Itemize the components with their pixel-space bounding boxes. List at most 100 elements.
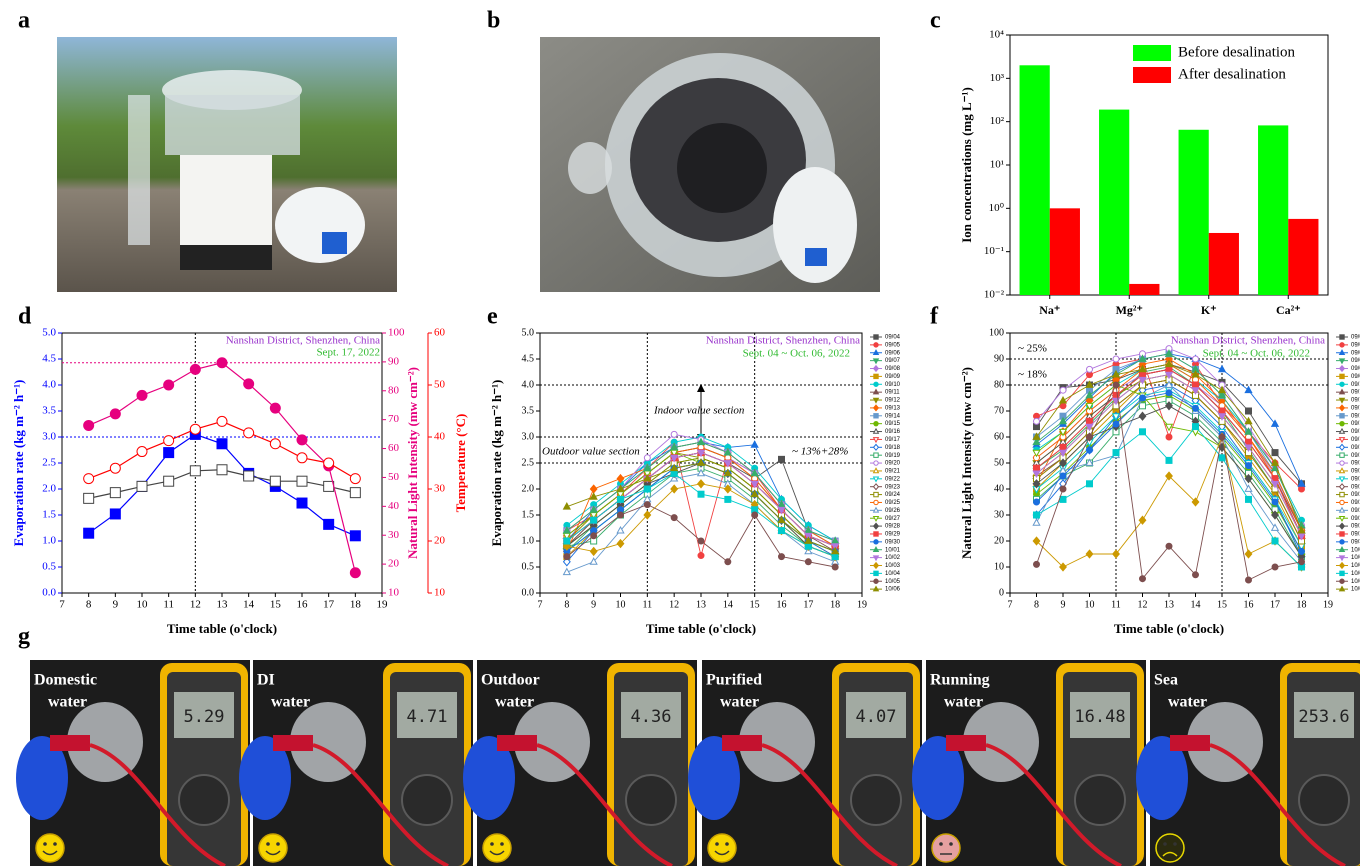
marker bbox=[1085, 380, 1094, 388]
marker bbox=[1085, 549, 1094, 559]
marker bbox=[873, 413, 879, 419]
x-tick-label: 17 bbox=[1270, 599, 1280, 610]
y-tick-label: 3.5 bbox=[522, 405, 535, 416]
marker bbox=[163, 435, 175, 447]
legend-label: 09/26 bbox=[1351, 508, 1360, 514]
marker bbox=[1164, 371, 1174, 380]
marker bbox=[1338, 364, 1346, 373]
legend-label: 09/15 bbox=[885, 421, 901, 427]
marker bbox=[617, 511, 624, 519]
marker bbox=[1112, 355, 1120, 363]
bar bbox=[1208, 232, 1239, 295]
legend-label: 09/28 bbox=[885, 524, 901, 530]
marker bbox=[670, 484, 679, 494]
y-tick-label: 10² bbox=[990, 115, 1005, 127]
x-tick-label: 7 bbox=[538, 599, 543, 610]
marker bbox=[589, 546, 598, 557]
glove bbox=[912, 736, 964, 820]
y-tick-label: 40 bbox=[434, 431, 446, 443]
meter-reading: 4.36 bbox=[631, 707, 672, 727]
marker bbox=[1297, 479, 1306, 487]
marker bbox=[873, 420, 879, 427]
marker bbox=[873, 531, 879, 537]
marker bbox=[872, 483, 880, 491]
probe-clip bbox=[273, 735, 313, 751]
caption: water bbox=[495, 694, 534, 711]
marker bbox=[163, 379, 175, 391]
marker bbox=[872, 506, 880, 513]
legend-label: 10/05 bbox=[885, 579, 901, 585]
marker bbox=[216, 415, 228, 427]
y-tick-label: 1.5 bbox=[42, 509, 56, 521]
marker bbox=[1271, 510, 1279, 520]
bar bbox=[1258, 125, 1289, 295]
marker bbox=[1085, 423, 1094, 432]
caption: Domestic bbox=[34, 672, 97, 689]
panel-label: c bbox=[930, 8, 941, 34]
marker bbox=[189, 423, 201, 435]
y-tick-label: 40 bbox=[388, 500, 400, 512]
annotation: Nanshan District, Shenzhen, China bbox=[706, 335, 860, 347]
legend-swatch bbox=[1133, 67, 1171, 83]
meter-knob bbox=[1298, 774, 1350, 826]
marker bbox=[1058, 449, 1068, 458]
marker bbox=[1271, 563, 1279, 571]
caption: DI bbox=[257, 672, 275, 689]
glove bbox=[463, 736, 515, 820]
marker bbox=[1339, 531, 1345, 537]
probe-clip bbox=[1170, 735, 1210, 751]
x-tick-label: 18 bbox=[350, 599, 362, 611]
legend-label: 09/15 bbox=[1351, 421, 1360, 427]
x-tick-label: 15 bbox=[1217, 599, 1227, 610]
marker bbox=[1338, 561, 1346, 570]
legend-label: 09/14 bbox=[885, 413, 901, 419]
marker bbox=[1244, 427, 1253, 435]
marker bbox=[1165, 365, 1173, 373]
annotation: Sept. 17, 2022 bbox=[316, 347, 380, 359]
probe-clip bbox=[50, 735, 90, 751]
y-tick-label: 4.5 bbox=[522, 353, 535, 364]
y-tick-label: 10 bbox=[994, 561, 1004, 572]
y-tick-label: 30 bbox=[994, 509, 1004, 520]
annotation: Nanshan District, Shenzhen, China bbox=[226, 335, 380, 347]
y-tick-label: 10 bbox=[434, 587, 446, 599]
legend-label: 09/14 bbox=[1351, 413, 1360, 419]
marker bbox=[1338, 349, 1346, 356]
meter-lcd bbox=[397, 692, 457, 738]
base bbox=[180, 245, 272, 270]
legend-label: 09/21 bbox=[885, 469, 901, 475]
legend-label: 09/22 bbox=[1351, 476, 1360, 482]
face-mouth bbox=[1162, 851, 1178, 857]
marker bbox=[1192, 381, 1199, 389]
x-tick-label: 11 bbox=[1111, 599, 1121, 610]
marker bbox=[1165, 456, 1173, 464]
marker bbox=[697, 537, 705, 545]
marker bbox=[1059, 562, 1067, 572]
marker bbox=[563, 553, 571, 561]
marker bbox=[349, 487, 361, 499]
meter-reading: 4.71 bbox=[407, 707, 448, 727]
meter-knob bbox=[625, 774, 677, 826]
marker bbox=[1338, 437, 1346, 444]
x-tick-label: 18 bbox=[830, 599, 840, 610]
x-tick-label: 15 bbox=[750, 599, 760, 610]
face-eye bbox=[276, 842, 280, 846]
legend-label: After desalination bbox=[1178, 66, 1286, 82]
marker bbox=[778, 553, 785, 561]
legend-label: 09/06 bbox=[1351, 350, 1360, 356]
y-tick-label: 90 bbox=[388, 355, 400, 367]
legend-label: 10/02 bbox=[885, 555, 901, 561]
probe-wire bbox=[1209, 743, 1346, 866]
marker bbox=[1032, 437, 1041, 446]
marker bbox=[1339, 460, 1345, 466]
legend-label: 09/08 bbox=[885, 366, 901, 372]
face bbox=[1155, 833, 1185, 863]
marker bbox=[1338, 546, 1346, 552]
y-tick-label: 3.0 bbox=[522, 431, 535, 442]
caption: water bbox=[271, 694, 310, 711]
legend-label: 09/29 bbox=[885, 532, 901, 538]
series-line bbox=[1036, 389, 1302, 547]
marker bbox=[1139, 575, 1146, 583]
face-eye bbox=[266, 842, 270, 846]
marker bbox=[1338, 358, 1346, 365]
